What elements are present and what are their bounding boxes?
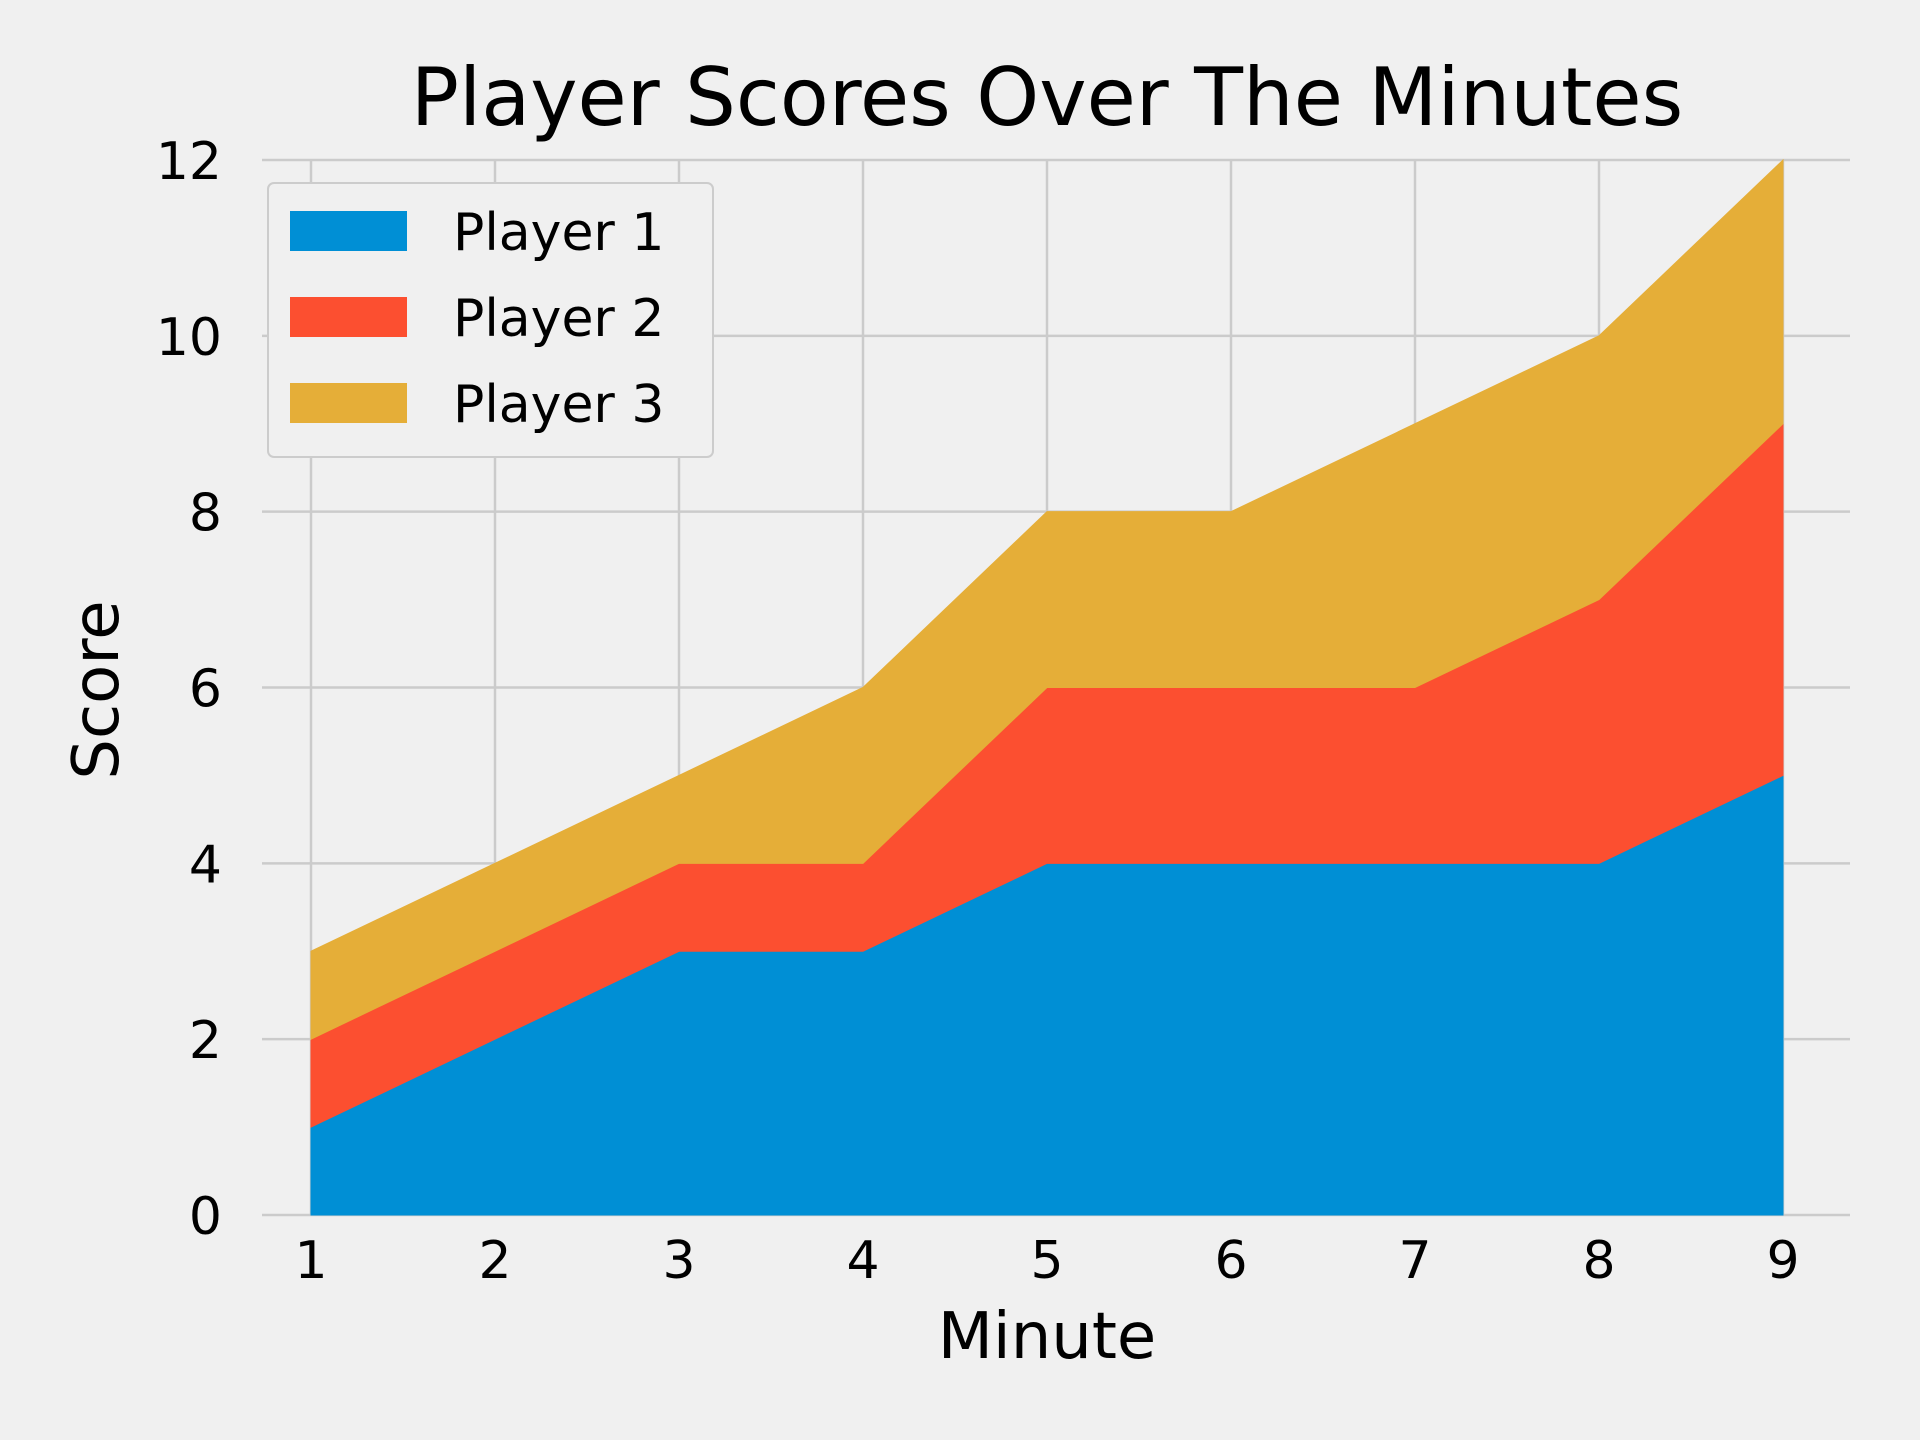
legend-swatch — [290, 211, 407, 251]
y-tick-label: 12 — [156, 132, 222, 192]
y-tick-label: 2 — [189, 1011, 222, 1071]
area-player-3 — [310, 158, 1784, 1040]
legend-items: Player 1 Player 2 Player 3 — [290, 203, 664, 435]
chart-title: Player Scores Over The Minutes — [411, 51, 1684, 144]
x-tick-label: 7 — [1398, 1231, 1431, 1291]
y-tick-label: 4 — [189, 835, 222, 895]
x-tick-label: 4 — [846, 1231, 879, 1291]
x-axis-title: Minute — [938, 1300, 1157, 1374]
y-tick-label: 0 — [189, 1187, 222, 1247]
x-tick-label: 6 — [1214, 1231, 1247, 1291]
x-tick-label: 9 — [1766, 1231, 1799, 1291]
x-tick-label: 2 — [478, 1231, 511, 1291]
x-tick-label: 1 — [294, 1231, 327, 1291]
y-tick-label: 8 — [189, 484, 222, 544]
x-tick-label: 8 — [1582, 1231, 1615, 1291]
x-tick-label: 5 — [1030, 1231, 1063, 1291]
legend-label: Player 1 — [453, 203, 664, 263]
y-axis-title: Score — [60, 600, 134, 779]
x-tick-label: 3 — [662, 1231, 695, 1291]
y-tick-label: 10 — [156, 308, 222, 368]
legend-swatch — [290, 297, 407, 337]
legend-label: Player 3 — [453, 375, 664, 435]
legend-swatch — [290, 383, 407, 423]
legend: Player 1 Player 2 Player 3 — [267, 182, 714, 458]
y-tick-label: 6 — [189, 660, 222, 720]
legend-label: Player 2 — [453, 289, 664, 349]
area-series — [310, 158, 1784, 1216]
